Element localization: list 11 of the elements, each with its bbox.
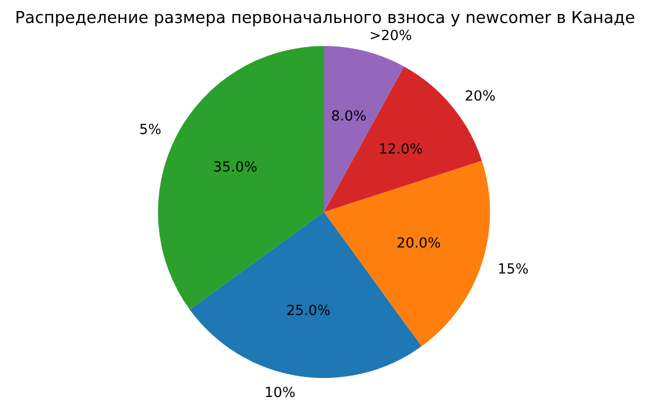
slice-label: 10% [264,385,296,402]
slice-label: >20% [369,28,412,44]
slice-label: 20% [464,88,496,104]
data-label: 25.0% [286,303,330,320]
data-label: 20.0% [396,236,441,252]
slice-label: 15% [498,261,529,278]
slice-label: 5% [139,122,162,138]
data-label: 12.0% [378,141,423,158]
chart-title: Распределение размера первоначального взноса у newcomer в Канаде [14,8,636,27]
data-label: 35.0% [213,160,258,176]
data-label: 8.0% [331,108,366,124]
